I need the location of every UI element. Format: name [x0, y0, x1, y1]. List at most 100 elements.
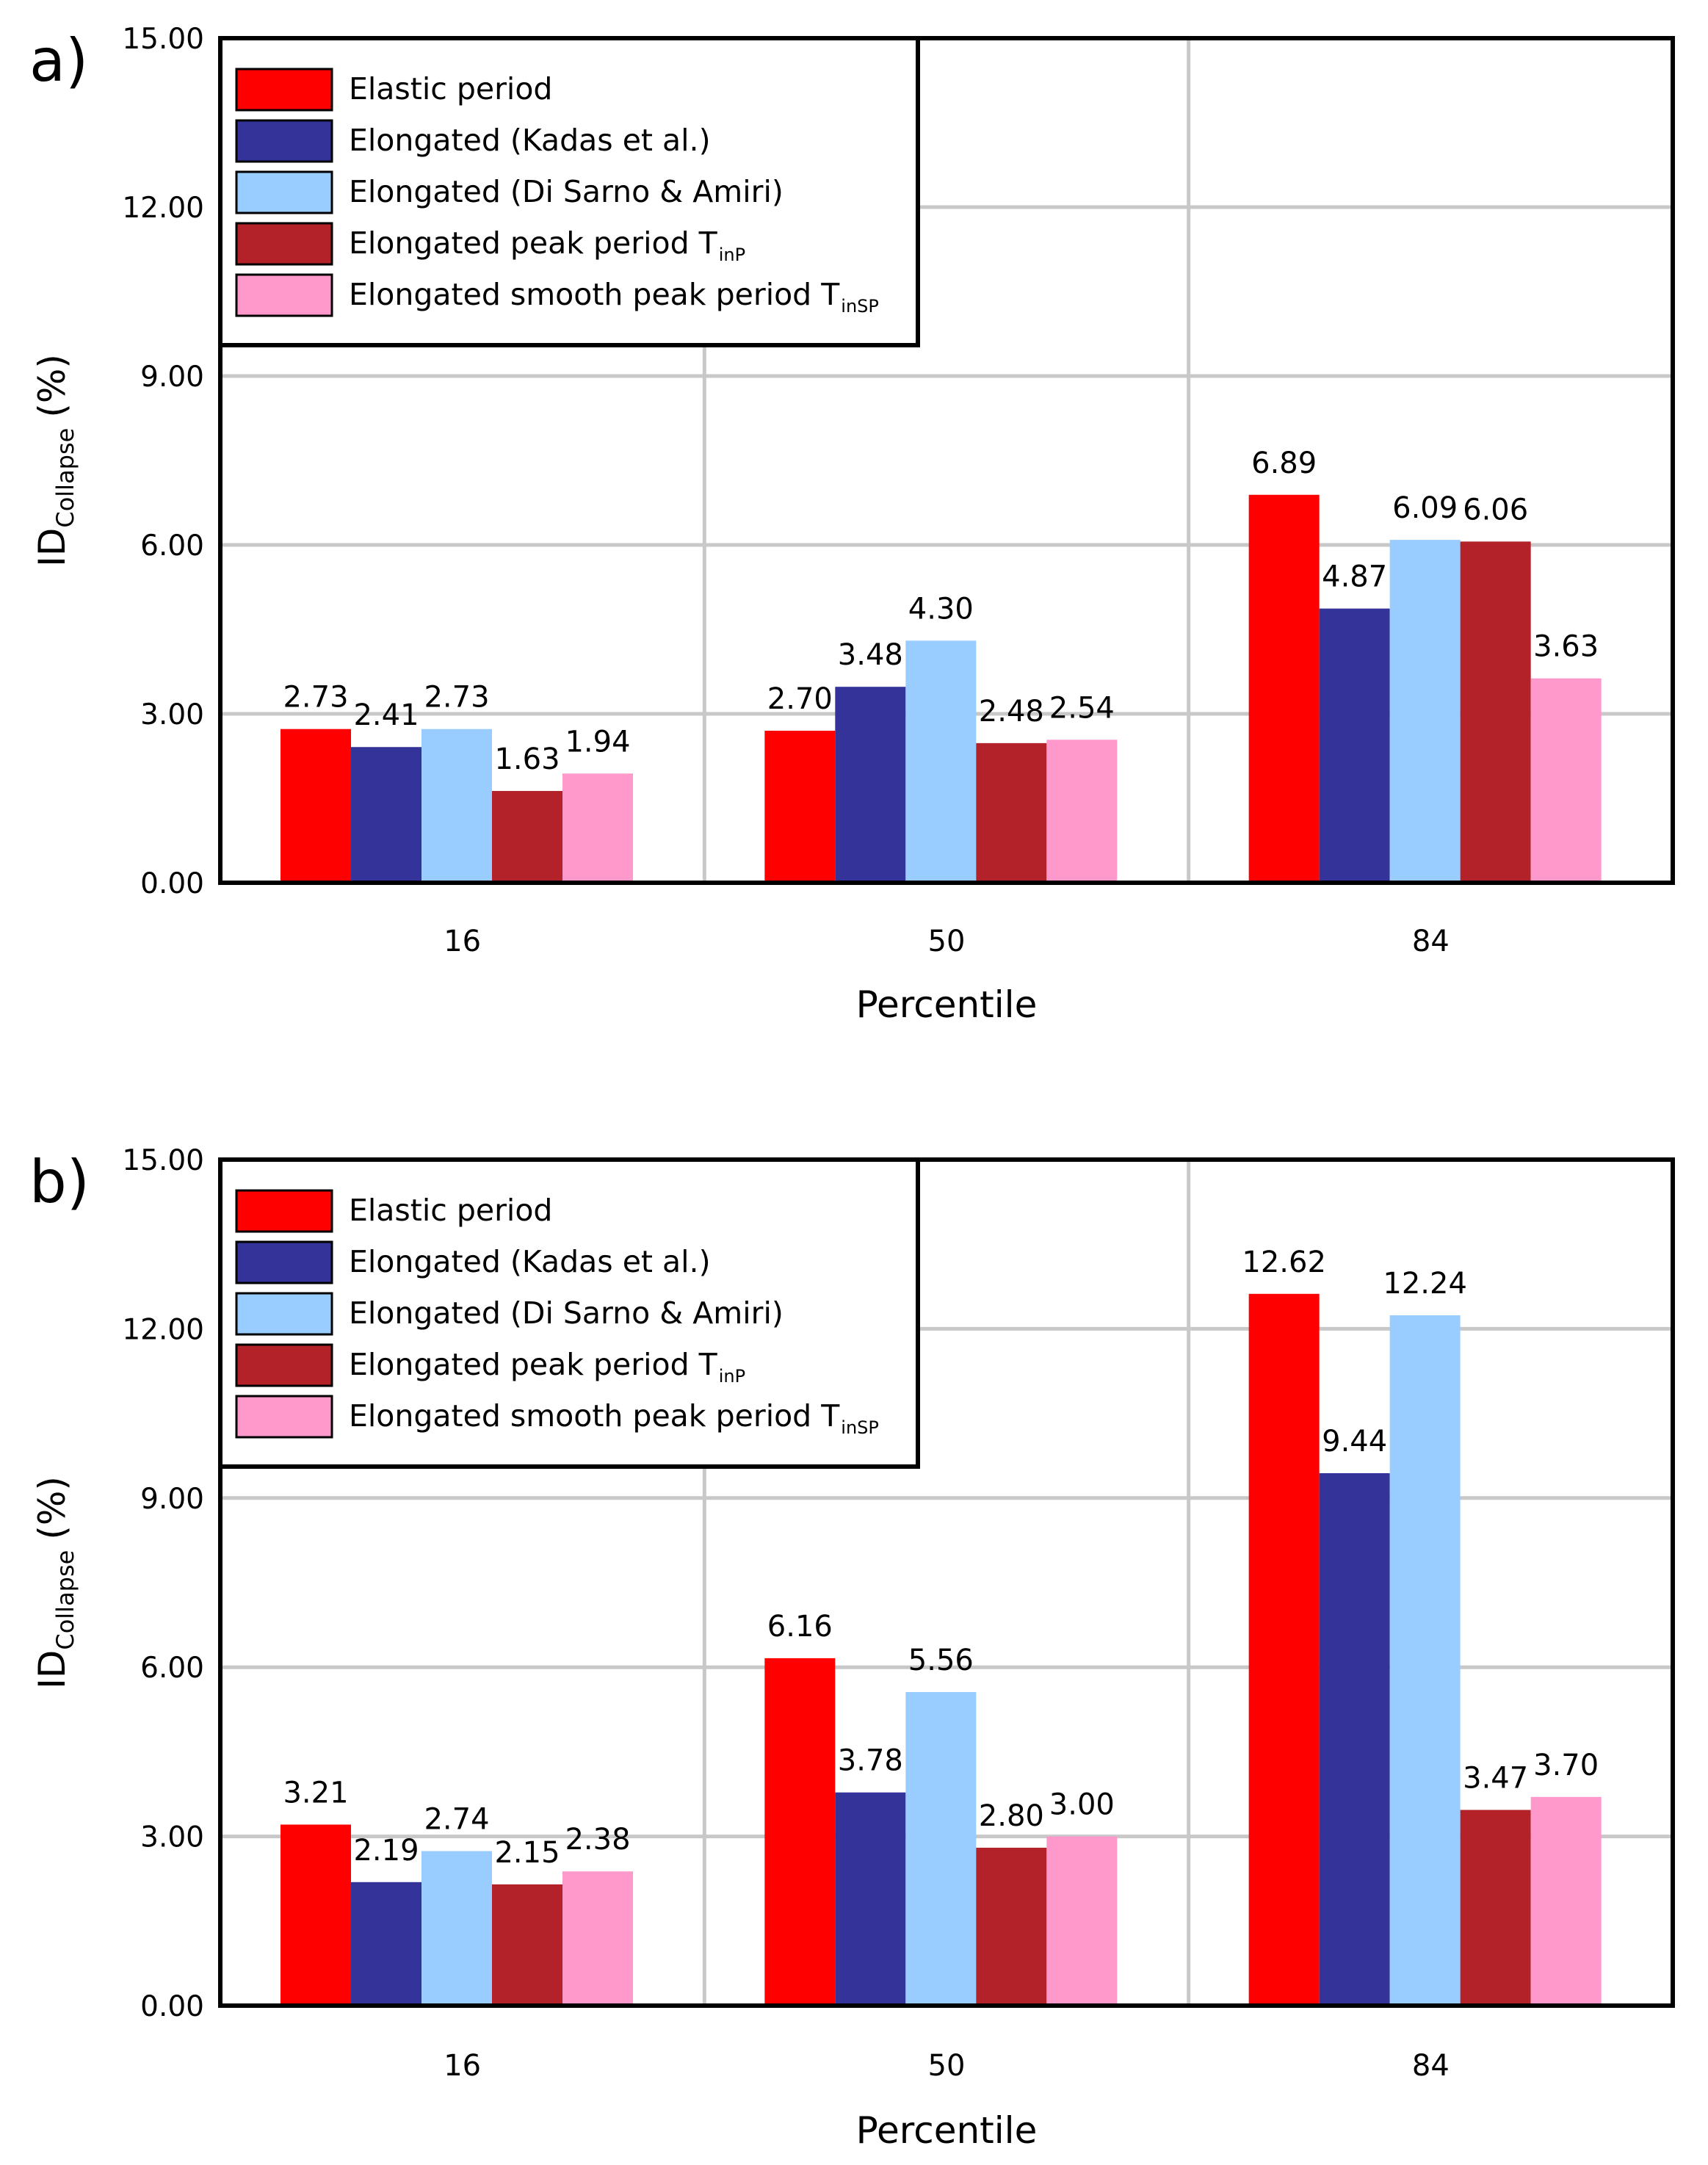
data-label: 1.94	[565, 725, 630, 759]
data-label: 3.48	[838, 638, 903, 672]
data-label: 2.15	[494, 1836, 560, 1870]
data-label: 9.44	[1322, 1425, 1387, 1459]
bar	[1460, 1810, 1531, 2006]
data-label: 12.62	[1242, 1246, 1326, 1279]
y-axis-title-main: ID	[31, 1650, 73, 1689]
legend-subscript: inSP	[841, 1417, 879, 1438]
bar	[492, 791, 562, 883]
data-label: 2.74	[424, 1803, 489, 1837]
y-tick-label: 0.00	[140, 867, 204, 900]
legend-swatch	[235, 1395, 333, 1439]
bar	[351, 1882, 421, 2006]
legend-swatch	[235, 273, 333, 317]
y-tick-label: 3.00	[140, 1821, 204, 1854]
legend-box	[218, 1157, 920, 1469]
panel-label: a)	[29, 26, 88, 95]
legend-label: Elongated peak period TinP	[349, 225, 745, 265]
data-label: 2.70	[767, 682, 833, 716]
y-tick-label: 12.00	[122, 192, 204, 225]
bar	[764, 731, 836, 883]
data-label: 3.00	[1049, 1788, 1115, 1822]
x-tick-label: 16	[444, 925, 481, 958]
bar	[1460, 541, 1531, 883]
bar	[562, 773, 633, 883]
data-label: 5.56	[908, 1644, 974, 1677]
legend-swatch	[235, 170, 333, 214]
bar	[1248, 494, 1320, 883]
chart-panel-b: b) 0.00 3.00 6.00 9.00 12.00 15.00 3.212.192.74…	[29, 1144, 1675, 2152]
bar	[492, 1884, 562, 2006]
data-label: 3.70	[1533, 1749, 1599, 1782]
legend-box	[218, 36, 920, 347]
legend: Elastic period Elongated (Kadas et al.) El…	[218, 36, 920, 347]
y-tick-label: 0.00	[140, 1990, 204, 2023]
y-tick-label: 15.00	[122, 23, 204, 56]
y-axis-title-subscript: Collapse	[51, 428, 79, 528]
bar	[1389, 1315, 1461, 2006]
legend-label: Elastic period	[349, 1193, 552, 1228]
data-label: 3.47	[1463, 1762, 1528, 1796]
legend-subscript: inP	[719, 1366, 745, 1387]
x-tick-label: 84	[1412, 925, 1450, 958]
bar	[1046, 1836, 1118, 2006]
legend-label: Elongated (Kadas et al.)	[349, 1244, 711, 1279]
y-tick-label: 6.00	[140, 529, 204, 563]
data-label: 1.63	[494, 742, 560, 776]
legend-swatch	[235, 1343, 333, 1387]
y-axis-title: IDCollapse (%)	[31, 1476, 79, 1689]
bar	[281, 729, 351, 883]
bar	[976, 742, 1047, 883]
bar	[351, 747, 421, 883]
legend-swatch	[235, 1189, 333, 1233]
data-label: 3.21	[283, 1776, 348, 1810]
legend-subscript: inSP	[841, 296, 879, 317]
y-axis-title-main: ID	[31, 528, 73, 567]
data-label: 4.30	[908, 592, 974, 626]
y-tick-label: 12.00	[122, 1313, 204, 1346]
y-axis-title: IDCollapse (%)	[31, 354, 79, 567]
data-label: 2.38	[565, 1823, 630, 1857]
bar	[281, 1824, 351, 2006]
legend-label: Elongated peak period TinP	[349, 1347, 745, 1387]
x-tick-label: 50	[928, 925, 966, 958]
data-label: 2.80	[979, 1799, 1044, 1833]
x-tick-label: 16	[444, 2049, 481, 2083]
bar	[421, 1851, 492, 2006]
legend-swatch	[235, 222, 333, 266]
data-label: 6.06	[1463, 493, 1528, 527]
x-tick-label: 84	[1412, 2049, 1450, 2083]
data-label: 2.41	[353, 698, 419, 732]
y-tick-label: 9.00	[140, 361, 204, 394]
legend-label: Elongated (Di Sarno & Amiri)	[349, 174, 784, 209]
data-label: 2.19	[353, 1834, 419, 1868]
bar	[976, 1847, 1047, 2006]
bar	[835, 1792, 906, 2006]
legend-label: Elongated (Kadas et al.)	[349, 123, 711, 158]
x-axis-title: Percentile	[856, 983, 1038, 1026]
chart-panel-a: a) 0.00 3.00 6.00 9.00 12.00 15.00 2.732.412.73…	[29, 23, 1675, 1026]
legend-label: Elongated smooth peak period TinSP	[349, 277, 879, 317]
data-label: 3.78	[838, 1744, 903, 1778]
bar	[1319, 608, 1390, 883]
data-label: 6.89	[1251, 447, 1317, 480]
data-label: 6.09	[1392, 491, 1458, 525]
y-axis-title-unit: (%)	[31, 1476, 73, 1540]
bar	[1248, 1293, 1320, 2006]
data-label: 2.48	[979, 695, 1044, 729]
data-label: 2.73	[424, 681, 489, 715]
y-axis-title-unit: (%)	[31, 354, 73, 418]
y-tick-label: 9.00	[140, 1483, 204, 1516]
data-label: 3.63	[1533, 630, 1599, 664]
legend-label: Elongated (Di Sarno & Amiri)	[349, 1295, 784, 1331]
legend-swatch	[235, 119, 333, 163]
legend: Elastic period Elongated (Kadas et al.) El…	[218, 1157, 920, 1469]
data-label: 4.87	[1322, 560, 1387, 594]
y-axis-title-subscript: Collapse	[51, 1550, 79, 1650]
bar	[835, 687, 906, 883]
legend-subscript: inP	[719, 245, 745, 265]
y-tick-label: 3.00	[140, 698, 204, 731]
data-label: 2.73	[283, 681, 348, 715]
x-axis-title: Percentile	[856, 2109, 1038, 2152]
bar	[1319, 1473, 1390, 2006]
legend-swatch	[235, 1292, 333, 1336]
